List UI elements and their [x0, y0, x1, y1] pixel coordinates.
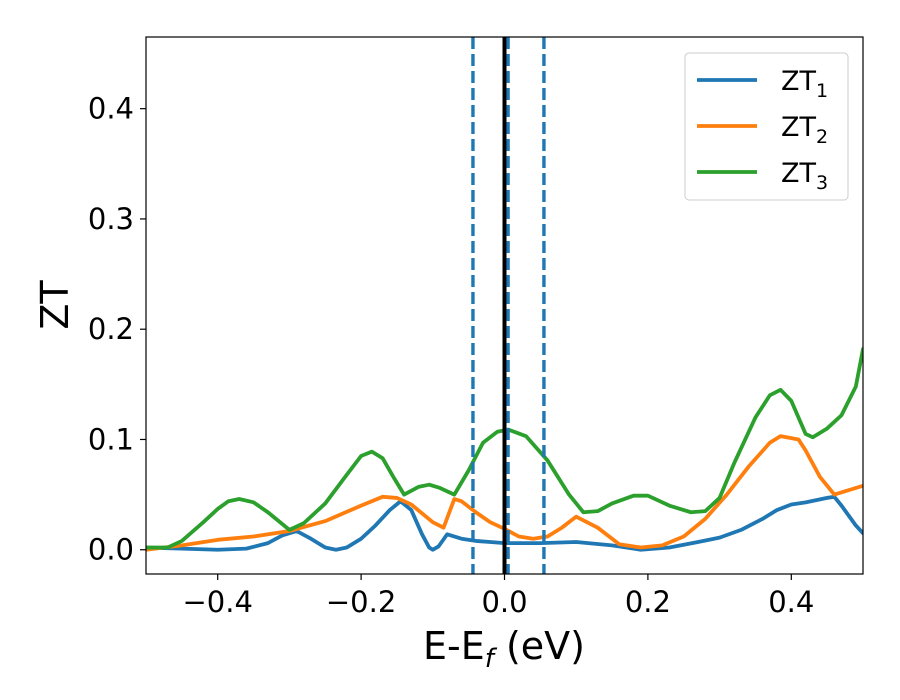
series-line-3 [146, 347, 863, 550]
x-tick-label: −0.2 [326, 585, 396, 619]
x-tick-label: 0.2 [625, 585, 671, 619]
y-axis-label: ZT [33, 280, 77, 330]
x-tick-label: −0.4 [182, 585, 252, 619]
vline-layer [471, 37, 546, 574]
legend-label-1: ZT1 [781, 66, 828, 102]
legend-label-2: ZT2 [781, 112, 828, 148]
series-line-1 [146, 494, 863, 552]
y-axis-ticks: 0.0 0.1 0.2 0.3 0.4 [88, 92, 146, 567]
y-tick-label: 0.2 [88, 312, 134, 346]
legend-box [684, 52, 849, 201]
x-axis-ticks: −0.4 −0.2 0.0 0.2 0.4 [182, 574, 814, 619]
y-tick-label: 0.3 [88, 202, 134, 236]
x-axis-label: E-Ef (eV) [423, 624, 585, 674]
legend: ZT1 ZT2 ZT3 [684, 52, 849, 201]
x-tick-label: 0.0 [481, 585, 527, 619]
series-line-2 [146, 434, 863, 552]
y-tick-label: 0.4 [88, 92, 134, 126]
legend-label-3: ZT3 [781, 158, 828, 194]
series-layer [146, 347, 863, 552]
y-tick-label: 0.0 [88, 533, 134, 567]
x-tick-label: 0.4 [768, 585, 814, 619]
y-tick-label: 0.1 [88, 422, 134, 456]
